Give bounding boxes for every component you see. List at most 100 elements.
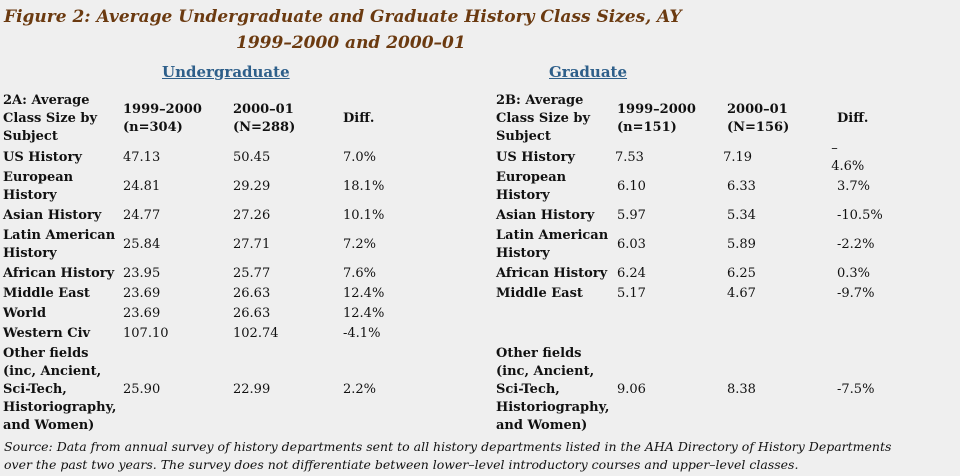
value-diff: 7.0% <box>343 150 377 165</box>
value-diff: 18.1% <box>343 179 385 194</box>
row-subject: Western Civ <box>3 325 123 343</box>
value-1999-2000: 23.69 <box>123 306 161 321</box>
column-header-1999-2000: 1999–2000 (n=304) <box>123 101 233 137</box>
value-2000-01: 29.29 <box>233 179 271 194</box>
row-subject: African History <box>3 265 123 283</box>
row-subject-line: History <box>496 188 550 203</box>
row-subject: Middle East <box>3 285 123 303</box>
column-header-1999-2000-line: 1999–2000 <box>123 102 202 117</box>
row-subject-line: and Women) <box>496 418 588 433</box>
value-diff: -4.1% <box>343 326 381 341</box>
row-subject: Asian History <box>3 207 123 225</box>
column-header-subject: 2A: Average Class Size by Subject <box>3 92 123 146</box>
column-header-subject-line: 2A: Average <box>3 93 90 108</box>
row-subject-line: Asian History <box>3 208 102 223</box>
row-subject: World <box>3 305 123 323</box>
value-1999-2000: 7.53 <box>614 150 644 165</box>
value-diff: 12.4% <box>343 306 385 321</box>
table-row: African History 23.95 25.77 7.6% <box>3 264 376 284</box>
column-header-1999-2000-line: 1999–2000 <box>617 102 696 117</box>
value-2000-01: 27.71 <box>233 237 271 252</box>
row-subject: Other fields (inc, Ancient, Sci-Tech, Histo… <box>496 345 617 435</box>
row-subject-line: Historiography, <box>496 400 610 415</box>
value-2000-01: 50.45 <box>233 150 271 165</box>
row-subject: US History <box>496 149 615 167</box>
value-diff: -2.2% <box>837 237 875 252</box>
value-diff: 7.2% <box>343 237 377 252</box>
column-header-diff: Diff. <box>343 111 375 126</box>
row-subject-line: African History <box>3 266 115 281</box>
value-diff: -10.5% <box>837 208 883 223</box>
row-subject-line: (inc, Ancient, <box>3 364 102 379</box>
value-diff: 10.1% <box>343 208 385 223</box>
value-2000-01: 26.63 <box>233 286 271 301</box>
row-subject-line: History <box>3 246 57 261</box>
row-subject-line: Historiography, <box>3 400 117 415</box>
undergraduate-heading: Undergraduate <box>162 63 290 81</box>
table-row: Asian History 24.77 27.26 10.1% <box>3 206 384 226</box>
column-header-2000-01-line: 2000–01 <box>233 102 294 117</box>
column-header-1999-2000: 1999–2000 (n=151) <box>617 101 727 137</box>
row-subject: Asian History <box>496 207 617 225</box>
value-1999-2000: 5.17 <box>617 286 646 301</box>
row-subject-line: African History <box>496 266 608 281</box>
row-subject-line: US History <box>496 150 575 165</box>
value-diff: 7.6% <box>343 266 377 281</box>
row-subject: Middle East <box>496 285 617 303</box>
column-header-2000-01-line: (N=156) <box>727 120 790 135</box>
row-subject-line: Sci-Tech, <box>496 382 560 397</box>
row-subject: European History <box>496 169 617 205</box>
column-header-2000-01: 2000–01 (N=288) <box>233 101 343 137</box>
column-header-diff: Diff. <box>837 111 869 126</box>
column-header-2000-01-line: (N=288) <box>233 120 296 135</box>
column-header-subject-line: 2B: Average <box>496 93 584 108</box>
column-header-1999-2000-line: (n=304) <box>123 120 183 135</box>
value-2000-01: 22.99 <box>233 382 271 397</box>
table-row: US History 47.13 50.45 7.0% <box>3 148 376 168</box>
value-2000-01: 5.89 <box>727 237 756 252</box>
row-subject-line: History <box>3 188 57 203</box>
value-2000-01: 6.33 <box>727 179 756 194</box>
graduate-heading: Graduate <box>549 63 628 81</box>
source-note: Source: Data from annual survey of histo… <box>4 438 954 474</box>
value-2000-01: 5.34 <box>727 208 756 223</box>
row-subject-line: and Women) <box>3 418 95 433</box>
value-2000-01: 4.67 <box>727 286 756 301</box>
row-subject: US History <box>3 149 123 167</box>
value-2000-01: 7.19 <box>723 150 753 165</box>
value-2000-01: 8.38 <box>727 382 756 397</box>
row-subject: Latin American History <box>3 227 123 263</box>
table-header-row: 2A: Average Class Size by Subject 1999–2000… <box>3 92 374 146</box>
value-2000-01: 102.74 <box>233 326 279 341</box>
value-1999-2000: 5.97 <box>617 208 646 223</box>
table-row <box>496 324 837 344</box>
value-1999-2000: 24.77 <box>123 208 161 223</box>
row-subject: Latin American History <box>496 227 617 263</box>
value-1999-2000: 25.84 <box>123 237 161 252</box>
table-row: Western Civ 107.10 102.74 -4.1% <box>3 324 380 344</box>
row-subject-line: Other fields <box>496 346 582 361</box>
table-row: European History 24.81 29.29 18.1% <box>3 168 384 206</box>
column-header-2000-01: 2000–01 (N=156) <box>727 101 837 137</box>
column-header-1999-2000-line: (n=151) <box>617 120 677 135</box>
value-diff: -7.5% <box>837 382 875 397</box>
row-subject-line: US History <box>3 150 82 165</box>
value-1999-2000: 6.10 <box>617 179 646 194</box>
figure-title: Figure 2: Average Undergraduate and Grad… <box>4 4 960 56</box>
column-header-subject-line: Class Size by <box>3 111 98 126</box>
row-subject-line: European <box>496 170 567 185</box>
table-row <box>496 304 837 324</box>
value-diff: 2.2% <box>343 382 377 397</box>
value-diff: 12.4% <box>343 286 385 301</box>
table-row: US History 7.53 7.19 –4.6% <box>496 141 870 174</box>
value-1999-2000: 9.06 <box>617 382 646 397</box>
value-1999-2000: 24.81 <box>123 179 161 194</box>
row-subject-line: European <box>3 170 74 185</box>
value-2000-01: 26.63 <box>233 306 271 321</box>
value-1999-2000: 107.10 <box>123 326 169 341</box>
value-1999-2000: 23.95 <box>123 266 161 281</box>
source-line2: over the past two years. The survey does… <box>4 457 799 472</box>
value-2000-01: 6.25 <box>727 266 756 281</box>
column-header-subject: 2B: Average Class Size by Subject <box>496 92 617 146</box>
source-line1: Source: Data from annual survey of histo… <box>4 439 892 454</box>
